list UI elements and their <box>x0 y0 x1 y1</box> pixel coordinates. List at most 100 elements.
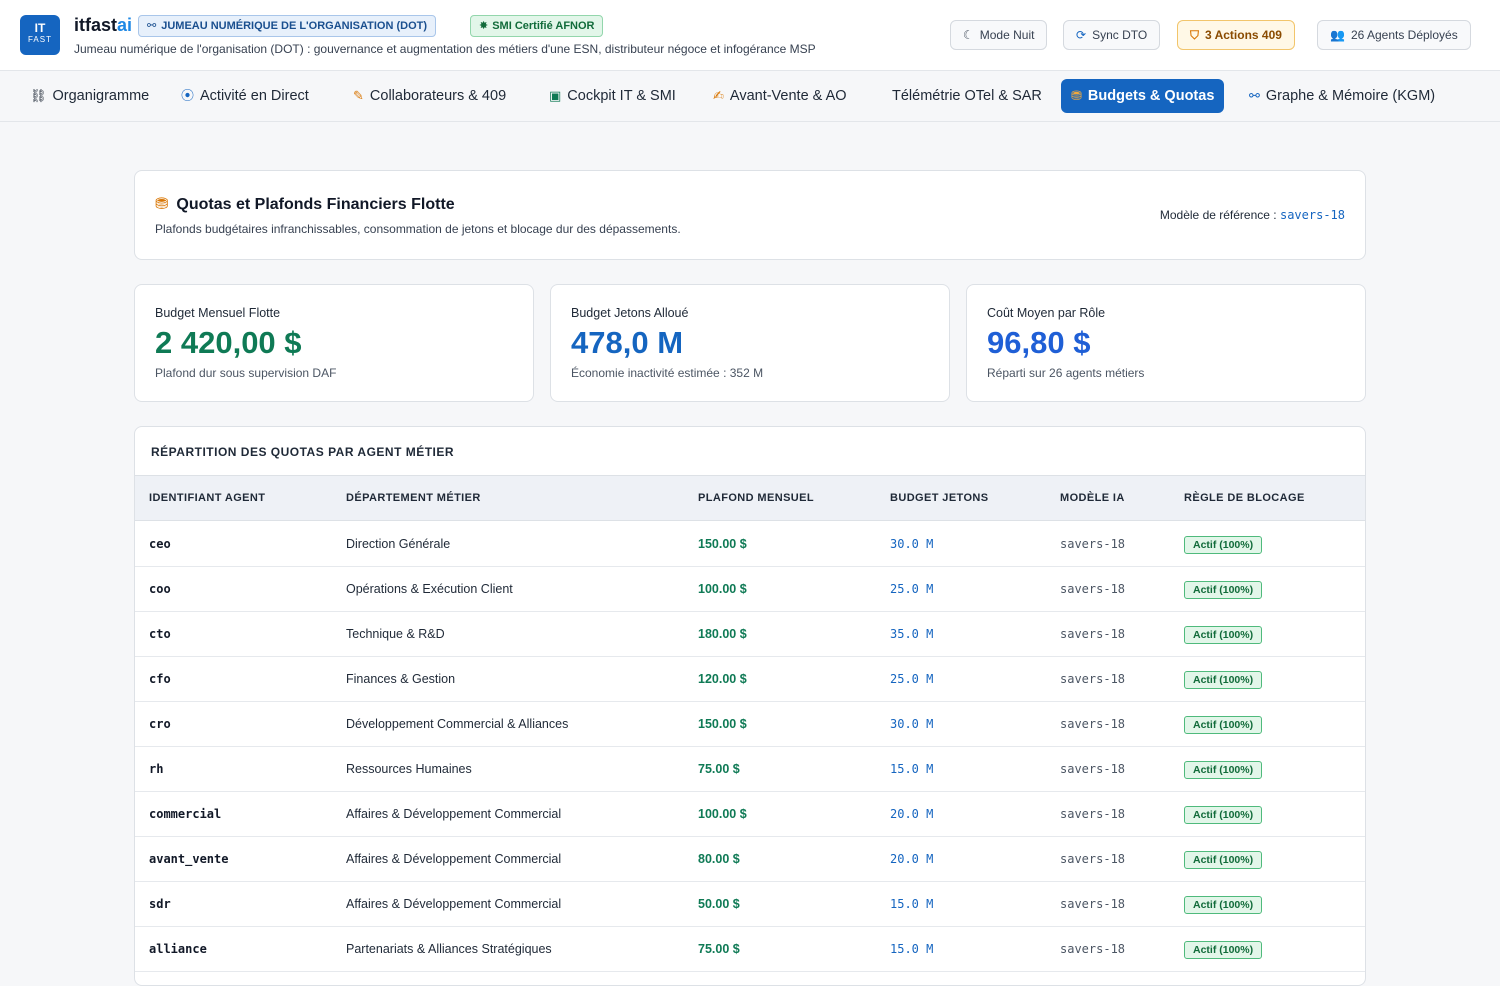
moon-icon: ☾ <box>963 28 974 42</box>
quota-table-title: RÉPARTITION DES QUOTAS PAR AGENT MÉTIER <box>151 445 455 459</box>
agents-deployed-button[interactable]: 👥 26 Agents Déployés <box>1317 20 1471 50</box>
org-chart-icon: ⛓ <box>30 88 47 103</box>
token-budget-cell: 25.0 M <box>890 582 934 596</box>
logo-text-fast: FAST <box>27 35 52 44</box>
tab-label: Avant-Vente & AO <box>729 88 847 104</box>
tab-label: Cockpit IT & SMI <box>567 88 676 104</box>
column-header-monthly-cap[interactable]: PLAFOND MENSUEL <box>698 492 814 504</box>
column-header-agent-id[interactable]: IDENTIFIANT AGENT <box>149 492 266 504</box>
token-budget-cell: 15.0 M <box>890 762 934 776</box>
actions-409-button[interactable]: ⛉ 3 Actions 409 <box>1177 20 1295 50</box>
stat-value: 96,80 $ <box>987 325 1091 360</box>
status-badge: Actif (100%) <box>1184 805 1263 824</box>
blocking-rule-cell: Actif (100%) <box>1184 657 1263 701</box>
tab-cockpit-it[interactable]: ▣ Cockpit IT & SMI <box>539 79 686 113</box>
department-cell: Direction Générale <box>346 537 451 551</box>
stat-card-avg-cost: Coût Moyen par Rôle 96,80 $ Réparti sur … <box>966 284 1366 402</box>
tab-activite-direct[interactable]: ⦿ Activité en Direct <box>171 79 319 113</box>
tab-label: Collaborateurs & 409 <box>369 88 507 104</box>
page-description: Plafonds budgétaires infranchissables, c… <box>155 222 681 236</box>
table-row[interactable]: cto Technique & R&D 180.00 $ 35.0 M savers-1… <box>135 612 1365 657</box>
department-cell: Affaires & Développement Commercial <box>346 852 562 866</box>
reference-model-value: savers-18 <box>1279 208 1345 222</box>
overview-card: ⛃ Quotas et Plafonds Financiers Flotte Pl… <box>134 170 1366 260</box>
file-edit-icon: ✍ <box>713 88 724 103</box>
table-row[interactable]: coo Opérations & Exécution Client 100.00 $… <box>135 567 1365 612</box>
status-badge: Actif (100%) <box>1184 895 1263 914</box>
tab-avant-vente[interactable]: ✍ Avant-Vente & AO <box>703 79 857 113</box>
tab-telemetrie[interactable]: Télémétrie OTel & SAR <box>882 79 1052 113</box>
coins-icon: ⛃ <box>155 196 169 213</box>
stat-label: Coût Moyen par Rôle <box>987 306 1106 320</box>
monthly-cap-cell: 120.00 $ <box>698 672 747 686</box>
stat-card-token-budget: Budget Jetons Alloué 478,0 M Économie in… <box>550 284 950 402</box>
ai-model-cell: savers-18 <box>1060 672 1126 686</box>
tab-label: Télémétrie OTel & SAR <box>892 88 1042 104</box>
tab-label: Organigramme <box>52 88 150 104</box>
sync-dto-label: Sync DTO <box>1092 28 1148 42</box>
token-budget-cell: 20.0 M <box>890 807 934 821</box>
table-row[interactable]: commercial Affaires & Développement Comme… <box>135 792 1365 837</box>
agent-id-cell: rh <box>149 762 164 776</box>
ai-model-cell: savers-18 <box>1060 897 1126 911</box>
monthly-cap-cell: 80.00 $ <box>698 852 740 866</box>
page-title: ⛃ Quotas et Plafonds Financiers Flotte <box>155 194 455 214</box>
status-badge: Actif (100%) <box>1184 715 1263 734</box>
ai-model-cell: savers-18 <box>1060 762 1126 776</box>
monthly-cap-cell: 75.00 $ <box>698 762 740 776</box>
monthly-cap-cell: 50.00 $ <box>698 897 740 911</box>
tab-graphe-memoire[interactable]: ⚯ Graphe & Mémoire (KGM) <box>1239 79 1445 113</box>
brand-name: itfastai <box>74 15 132 36</box>
token-budget-cell: 30.0 M <box>890 537 934 551</box>
logo-text-it: IT <box>34 21 46 35</box>
ai-model-cell: savers-18 <box>1060 807 1126 821</box>
actions-409-label: 3 Actions 409 <box>1205 28 1282 42</box>
blocking-rule-cell: Actif (100%) <box>1184 567 1263 611</box>
department-cell: Finances & Gestion <box>346 672 456 686</box>
column-header-token-budget[interactable]: BUDGET JETONS <box>890 492 989 504</box>
table-row[interactable]: cro Développement Commercial & Alliances 1… <box>135 702 1365 747</box>
reference-model-label: Modèle de référence : <box>1159 208 1277 222</box>
sync-icon: ⟳ <box>1076 28 1087 42</box>
table-row[interactable]: cfo Finances & Gestion 120.00 $ 25.0 M saver… <box>135 657 1365 702</box>
status-badge: Actif (100%) <box>1184 535 1263 554</box>
brand-main: itfast <box>74 15 118 35</box>
certificate-icon: ✸ <box>479 20 489 32</box>
status-badge: Actif (100%) <box>1184 760 1263 779</box>
column-header-department[interactable]: DÉPARTEMENT MÉTIER <box>346 492 481 504</box>
stat-note: Économie inactivité estimée : 352 M <box>571 366 764 380</box>
table-row[interactable]: rh Ressources Humaines 75.00 $ 15.0 M savers… <box>135 747 1365 792</box>
table-header: IDENTIFIANT AGENT DÉPARTEMENT MÉTIER PLA… <box>135 475 1365 521</box>
stat-value: 478,0 M <box>571 325 684 360</box>
users-icon: 👥 <box>1330 28 1345 42</box>
token-budget-cell: 15.0 M <box>890 942 934 956</box>
tab-organigramme[interactable]: ⛓ Organigramme <box>20 79 159 113</box>
column-header-blocking-rule[interactable]: RÈGLE DE BLOCAGE <box>1184 492 1305 504</box>
department-cell: Partenariats & Alliances Stratégiques <box>346 942 552 956</box>
stat-note: Plafond dur sous supervision DAF <box>155 366 337 380</box>
token-budget-cell: 30.0 M <box>890 717 934 731</box>
table-row[interactable]: avant_vente Affaires & Développement Comm… <box>135 837 1365 882</box>
sync-dto-button[interactable]: ⟳ Sync DTO <box>1063 20 1161 50</box>
night-mode-button[interactable]: ☾ Mode Nuit <box>950 20 1048 50</box>
table-row[interactable]: ceo Direction Générale 150.00 $ 30.0 M saver… <box>135 522 1365 567</box>
table-row[interactable]: sdr Affaires & Développement Commercial 50… <box>135 882 1365 927</box>
agent-id-cell: cfo <box>149 672 171 686</box>
department-cell: Affaires & Développement Commercial <box>346 897 562 911</box>
monthly-cap-cell: 100.00 $ <box>698 582 747 596</box>
smi-chip-label: SMI Certifié AFNOR <box>492 20 595 32</box>
monthly-cap-cell: 150.00 $ <box>698 537 747 551</box>
ai-model-cell: savers-18 <box>1060 852 1126 866</box>
agent-id-cell: cto <box>149 627 171 641</box>
column-header-ai-model[interactable]: MODÈLE IA <box>1060 492 1125 504</box>
agent-id-cell: coo <box>149 582 171 596</box>
agents-deployed-label: 26 Agents Déployés <box>1350 28 1458 42</box>
blocking-rule-cell: Actif (100%) <box>1184 837 1263 881</box>
stat-value: 2 420,00 $ <box>155 325 302 360</box>
tab-budgets-quotas[interactable]: ⛃ Budgets & Quotas <box>1061 79 1225 113</box>
itfast-logo[interactable]: IT FAST <box>20 15 60 55</box>
ai-model-cell: savers-18 <box>1060 942 1126 956</box>
smi-chip: ✸ SMI Certifié AFNOR <box>470 15 604 37</box>
tab-collaborateurs[interactable]: ✎ Collaborateurs & 409 <box>343 79 516 113</box>
tab-label: Budgets & Quotas <box>1087 88 1215 104</box>
